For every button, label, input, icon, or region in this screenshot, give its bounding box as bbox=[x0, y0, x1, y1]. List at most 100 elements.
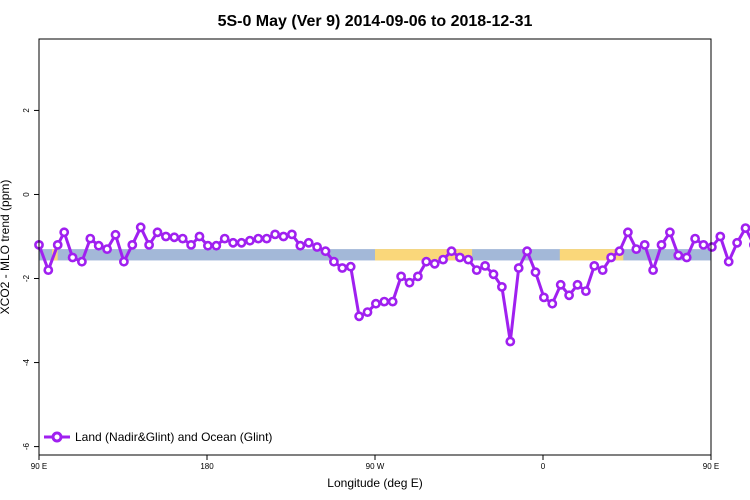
data-point bbox=[177, 233, 188, 244]
data-point bbox=[631, 244, 642, 254]
data-point bbox=[547, 298, 558, 309]
data-point bbox=[715, 231, 726, 242]
data-point bbox=[740, 223, 750, 233]
data-point bbox=[648, 265, 658, 275]
y-tick-label: 0 bbox=[22, 192, 31, 197]
data-point bbox=[228, 237, 238, 248]
data-point bbox=[345, 261, 356, 272]
data-point bbox=[43, 265, 54, 275]
data-point bbox=[732, 237, 742, 248]
data-point bbox=[93, 240, 104, 251]
data-point bbox=[67, 252, 78, 263]
data-point bbox=[471, 265, 482, 275]
x-axis-label: Longitude (deg E) bbox=[327, 476, 422, 490]
data-point bbox=[438, 254, 448, 265]
data-point bbox=[52, 239, 63, 250]
data-point bbox=[110, 229, 121, 240]
data-point bbox=[85, 233, 96, 244]
data-point bbox=[698, 239, 709, 250]
data-point bbox=[539, 292, 549, 303]
data-point bbox=[606, 252, 616, 263]
data-point bbox=[505, 336, 516, 347]
data-point bbox=[665, 227, 675, 238]
legend-series-label: Land (Nadir&Glint) and Ocean (Glint) bbox=[75, 430, 272, 444]
data-point bbox=[303, 237, 314, 248]
data-point bbox=[370, 298, 381, 309]
data-point bbox=[581, 286, 591, 296]
data-point bbox=[119, 256, 129, 267]
y-axis-label: XCO2 - MLO trend (ppm) bbox=[0, 180, 12, 315]
data-point bbox=[59, 227, 70, 238]
data-point bbox=[312, 242, 322, 252]
data-point bbox=[555, 279, 566, 290]
data-point bbox=[295, 240, 306, 251]
data-point bbox=[286, 229, 297, 240]
data-point bbox=[320, 246, 331, 257]
chart-title: 5S-0 May (Ver 9) 2014-09-06 to 2018-12-3… bbox=[218, 13, 533, 30]
data-point bbox=[77, 256, 87, 267]
x-axis-ticks: 90 E 180 90 W 0 90 E bbox=[31, 455, 719, 471]
data-point bbox=[160, 231, 171, 242]
data-point bbox=[270, 229, 280, 240]
land-band-segment bbox=[375, 249, 473, 261]
data-point bbox=[454, 252, 465, 263]
data-point bbox=[530, 267, 541, 278]
data-point bbox=[488, 269, 499, 280]
data-point bbox=[135, 222, 146, 233]
data-point bbox=[261, 233, 272, 244]
data-point bbox=[614, 246, 625, 257]
data-point bbox=[429, 258, 440, 269]
data-point bbox=[412, 271, 423, 282]
data-point bbox=[463, 254, 474, 265]
data-point bbox=[278, 231, 289, 242]
data-point bbox=[328, 256, 339, 267]
data-point bbox=[707, 242, 717, 252]
data-point bbox=[723, 256, 734, 267]
y-tick-label: 2 bbox=[22, 108, 31, 113]
y-tick-label: -6 bbox=[22, 442, 31, 450]
data-point bbox=[513, 263, 524, 273]
data-point bbox=[564, 290, 574, 301]
data-point bbox=[396, 271, 406, 282]
data-point bbox=[362, 307, 373, 317]
data-point bbox=[144, 239, 154, 250]
legend-marker-swatch bbox=[51, 431, 63, 443]
data-point bbox=[354, 311, 364, 322]
data-point bbox=[202, 240, 213, 251]
data-point bbox=[186, 239, 196, 250]
data-point bbox=[522, 246, 532, 257]
y-tick-label: -4 bbox=[22, 358, 31, 366]
data-point bbox=[421, 256, 432, 267]
data-point bbox=[102, 244, 112, 254]
data-point bbox=[211, 240, 222, 251]
data-point bbox=[127, 239, 138, 250]
data-point bbox=[589, 260, 600, 271]
data-point bbox=[152, 227, 163, 238]
data-point bbox=[404, 277, 415, 288]
data-point bbox=[194, 231, 205, 242]
x-tick-label: 180 bbox=[200, 462, 214, 471]
data-point bbox=[379, 296, 390, 307]
x-tick-label: 0 bbox=[541, 462, 546, 471]
plot-frame bbox=[38, 38, 712, 456]
data-point bbox=[496, 281, 507, 292]
data-point bbox=[690, 233, 700, 244]
data-point bbox=[623, 227, 633, 238]
data-point bbox=[219, 233, 230, 244]
y-tick-label: -2 bbox=[22, 274, 31, 282]
x-tick-label: 90 W bbox=[366, 462, 385, 471]
series-layer bbox=[34, 222, 750, 347]
data-point bbox=[446, 246, 457, 257]
land-band-segment bbox=[559, 249, 624, 261]
data-point bbox=[572, 279, 583, 290]
data-point bbox=[387, 296, 398, 307]
data-point bbox=[681, 252, 692, 263]
data-point bbox=[236, 237, 247, 248]
data-point bbox=[169, 232, 180, 243]
data-point bbox=[337, 263, 348, 273]
data-point bbox=[244, 235, 255, 246]
y-axis-ticks: 2 0 -2 -4 -6 bbox=[22, 108, 39, 450]
data-point bbox=[673, 250, 684, 261]
x-tick-label: 90 E bbox=[703, 462, 719, 471]
